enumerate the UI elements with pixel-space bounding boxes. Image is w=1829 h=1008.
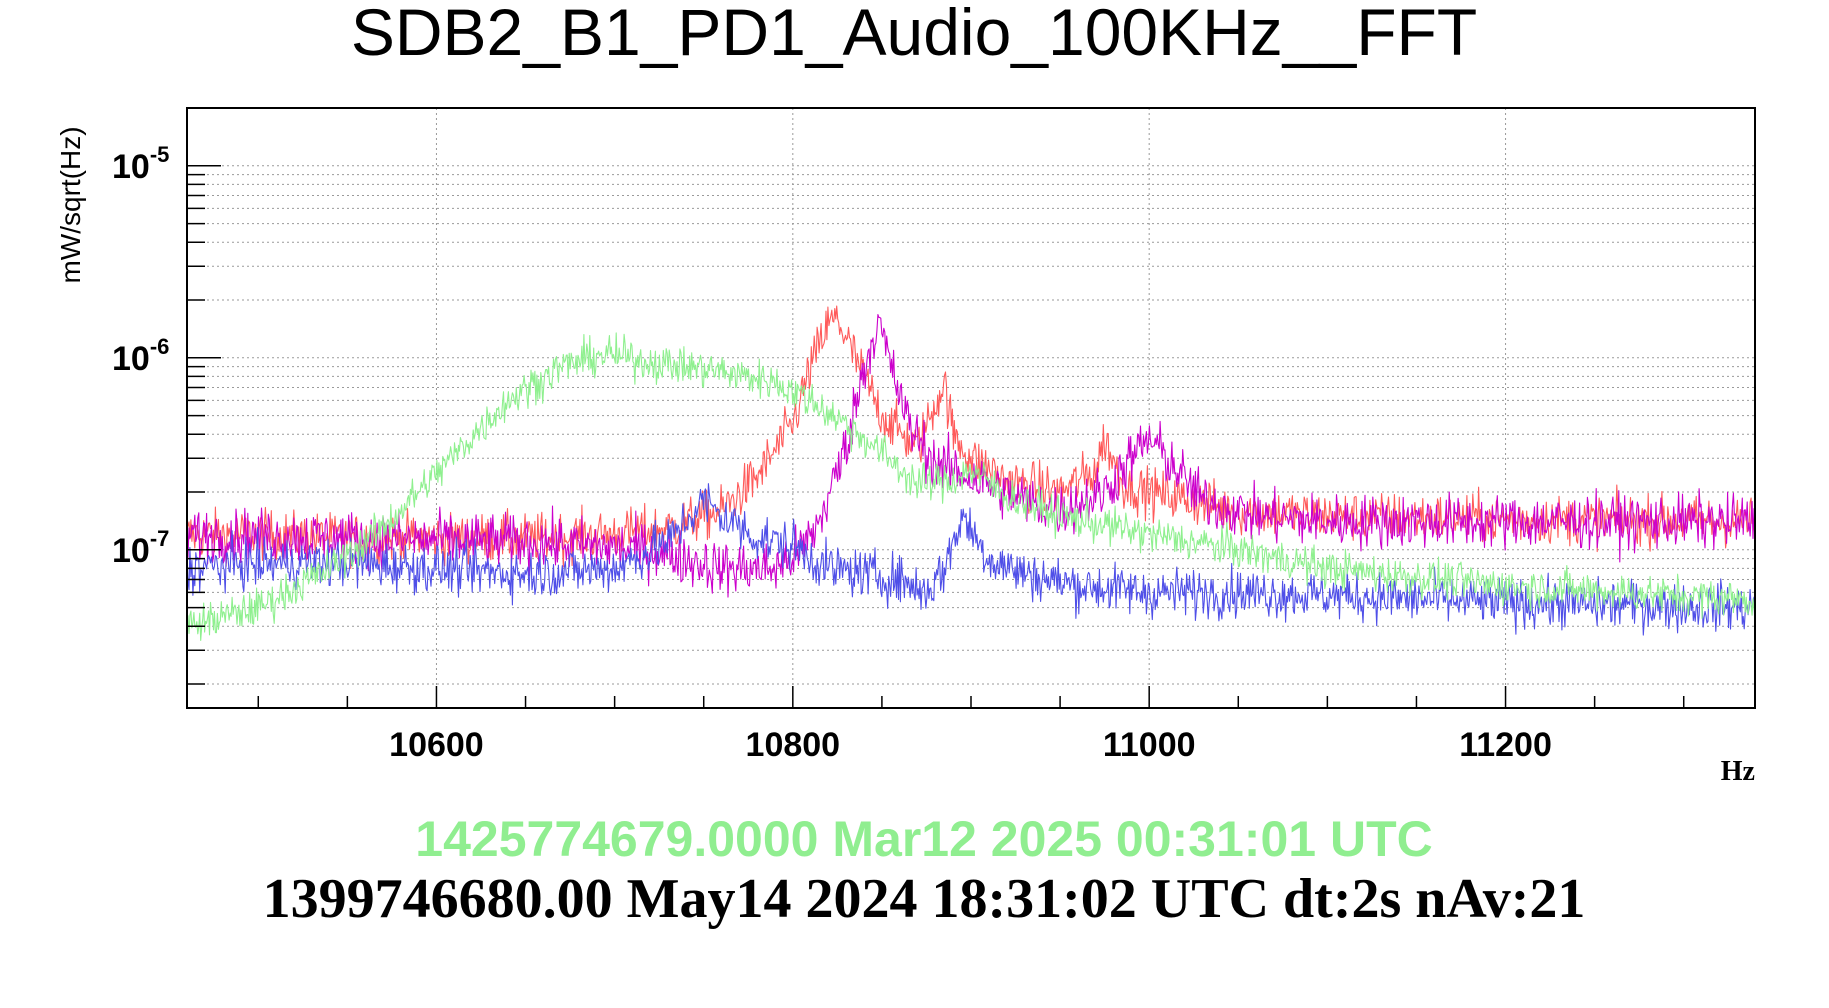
y-tick-label: 10-7 [112, 526, 169, 570]
x-tick-label: 10800 [746, 726, 841, 764]
x-tick-labels: 10600 10800 11000 11200 [389, 726, 1552, 764]
series-line-2 [186, 314, 1756, 598]
grid [187, 107, 1755, 708]
y-tick-label: 10-6 [112, 334, 169, 378]
x-tick-label: 10600 [389, 726, 484, 764]
axis-ticks [187, 107, 1685, 708]
x-tick-label: 11000 [1103, 726, 1196, 764]
series-line-3 [186, 483, 1756, 636]
series-line-4 [186, 332, 1756, 641]
x-tick-label: 11200 [1459, 726, 1552, 764]
series-line-1 [186, 305, 1756, 570]
y-tick-label: 10-5 [112, 142, 169, 186]
footer-timestamp-green: 1425774679.0000 Mar12 2025 00:31:01 UTC [415, 811, 1432, 867]
plot-frame [186, 107, 1756, 709]
series-layer [186, 305, 1756, 641]
footer-timestamp-black: 1399746680.00 May14 2024 18:31:02 UTC dt… [263, 868, 1586, 930]
y-tick-labels: 10-5 10-6 10-7 [112, 142, 169, 570]
x-axis-label: Hz [1721, 756, 1755, 787]
chart-title: SDB2_B1_PD1_Audio_100KHz__FFT [351, 0, 1477, 69]
y-axis-label: mW/sqrt(Hz) [55, 126, 86, 283]
